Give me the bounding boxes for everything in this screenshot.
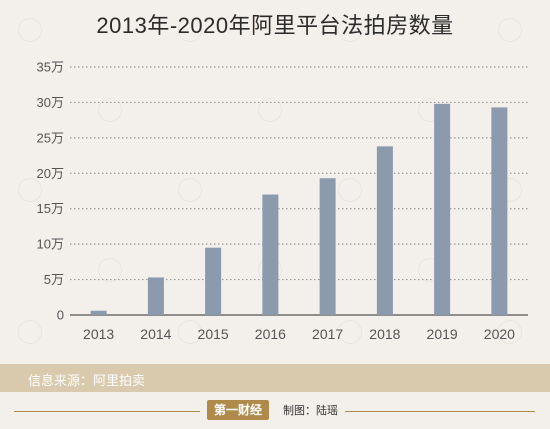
source-text: 信息来源：阿里拍卖	[28, 373, 146, 388]
bar-2013	[90, 310, 107, 315]
y-tick-label: 35万	[37, 60, 64, 75]
y-tick-label: 20万	[37, 166, 64, 181]
watermark-mark	[498, 18, 522, 42]
y-tick-label: 30万	[37, 95, 64, 110]
x-tick-label: 2018	[369, 326, 400, 342]
footer-line-left	[14, 411, 200, 412]
bar-2017	[319, 178, 336, 315]
bar-2015	[205, 247, 222, 315]
x-tick-label: 2015	[198, 326, 229, 342]
watermark-mark	[338, 320, 362, 344]
watermark-mark	[178, 18, 202, 42]
y-tick-label: 10万	[37, 237, 64, 252]
chart-title: 2013年-2020年阿里平台法拍房数量	[96, 13, 454, 38]
watermark-mark	[258, 98, 282, 122]
watermark-mark	[338, 18, 362, 42]
source-band: 信息来源：阿里拍卖	[0, 364, 550, 392]
x-tick-label: 2013	[83, 326, 114, 342]
x-tick-label: 2014	[140, 326, 171, 342]
y-tick-label: 25万	[37, 130, 64, 145]
footer: 第一财经 制图：陆瑶	[0, 392, 550, 429]
watermark-mark	[498, 320, 522, 344]
bar-2020	[491, 107, 508, 315]
watermark-mark	[98, 98, 122, 122]
bar-2018	[376, 146, 393, 315]
watermark-mark	[18, 178, 42, 202]
y-tick-label: 0	[57, 308, 64, 323]
watermark-mark	[18, 18, 42, 42]
watermark-mark	[178, 178, 202, 202]
y-tick-label: 15万	[37, 201, 64, 216]
x-tick-label: 2016	[255, 326, 286, 342]
watermark-mark	[178, 320, 202, 344]
chart-credit: 制图：陆瑶	[283, 405, 338, 417]
watermark-mark	[18, 320, 42, 344]
bar-2014	[147, 277, 164, 315]
watermark-mark	[338, 178, 362, 202]
watermark-mark	[98, 258, 122, 282]
footer-line-right	[345, 411, 535, 412]
bar-chart: 0 5万 10万 15万 20万 25万 30万 35万 2013 2014 2015 2016 201…	[37, 60, 528, 342]
x-tick-label: 2019	[427, 326, 458, 342]
y-tick-label: 5万	[44, 272, 64, 287]
brand-logo: 第一财经	[207, 400, 269, 420]
x-tick-label: 2020	[484, 326, 515, 342]
bar-2019	[434, 103, 451, 315]
bar-2016	[262, 194, 279, 315]
x-tick-label: 2017	[312, 326, 343, 342]
